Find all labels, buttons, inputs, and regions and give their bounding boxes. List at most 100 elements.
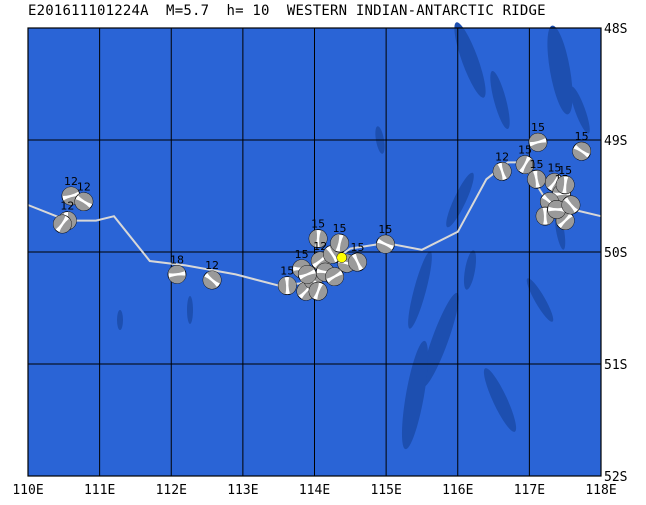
beachball-quadrant — [575, 142, 591, 154]
beachball-quadrant — [309, 229, 318, 248]
lon-tick-label: 115E — [370, 483, 401, 498]
focal-mechanism[interactable]: 15 — [555, 164, 575, 195]
lon-tick-label: 114E — [299, 483, 330, 498]
focal-mechanism[interactable] — [325, 267, 344, 287]
focal-mechanism[interactable]: 15 — [572, 130, 592, 161]
bathymetry-deep-0 — [454, 22, 486, 98]
focal-mechanism[interactable]: 15 — [528, 121, 548, 152]
bathymetry-deep-4 — [408, 251, 432, 329]
focal-mechanism[interactable]: 15 — [308, 218, 328, 248]
beachball-quadrant — [376, 242, 393, 254]
bathymetry-deep-6 — [401, 340, 429, 450]
focal-mechanism[interactable] — [297, 264, 317, 284]
map-frame — [27, 27, 602, 477]
beachball-quadrant — [537, 170, 546, 188]
lon-tick-label: 118E — [585, 483, 616, 498]
beachball-quadrant — [556, 175, 565, 194]
bathymetry-deep-3 — [570, 86, 590, 134]
mechanism-depth-label: 12 — [77, 181, 91, 194]
focal-mechanism[interactable]: 15 — [277, 265, 297, 296]
focal-mechanism[interactable] — [52, 214, 72, 234]
beachball-quadrant — [560, 216, 575, 230]
mechanism-depth-label: 15 — [350, 241, 364, 254]
beachball-quadrant — [561, 199, 575, 214]
focal-mechanism[interactable]: 12 — [202, 259, 222, 290]
mechanism-depth-label: 15 — [575, 130, 589, 143]
beachball-quadrant — [566, 195, 580, 210]
beachball-quadrant — [168, 275, 186, 284]
beachball-quadrant — [355, 253, 367, 269]
beachball-quadrant — [77, 192, 93, 205]
bathymetry-deep-9 — [463, 250, 477, 290]
focal-mechanism[interactable] — [547, 200, 566, 219]
focal-mechanism[interactable]: 15 — [515, 144, 535, 175]
focal-mechanism[interactable] — [561, 195, 581, 215]
beachball-quadrant — [378, 235, 395, 246]
bathymetry-deeps — [117, 22, 590, 450]
mechanism-depth-label: 15 — [531, 121, 545, 134]
mechanism-depth-label: 12 — [60, 200, 74, 213]
lon-tick-label: 110E — [12, 483, 43, 498]
beachball-quadrant — [298, 265, 315, 276]
beachball-quadrant — [522, 158, 535, 174]
mechanism-depth-label: 15 — [311, 218, 325, 231]
beachball-quadrant — [288, 276, 297, 295]
focal-mechanism[interactable]: 15 — [527, 158, 546, 189]
beachball-quadrant — [309, 282, 320, 299]
mechanism-depth-label: 15 — [558, 164, 572, 177]
beachball-quadrant — [74, 198, 91, 211]
lon-tick-label: 112E — [156, 483, 187, 498]
beachball-quadrant — [501, 162, 512, 179]
beachball-quadrant — [61, 187, 79, 196]
beachball-quadrant — [168, 265, 186, 274]
beachball-quadrant — [317, 283, 328, 301]
focal-mechanism[interactable]: 12 — [74, 181, 94, 212]
bathymetry-deep-8 — [526, 278, 554, 322]
bathymetry-deep-2 — [547, 25, 573, 115]
focal-mechanism[interactable] — [308, 281, 328, 301]
mechanism-depth-label: 12 — [313, 240, 327, 253]
mechanism-depth-label: 15 — [547, 162, 561, 175]
main-event-marker[interactable] — [336, 252, 347, 263]
focal-mechanism[interactable]: 15 — [348, 241, 367, 272]
beachball-quadrant — [53, 215, 66, 230]
beachball-quadrant — [330, 234, 340, 251]
mechanism-depth-label: 12 — [495, 150, 509, 163]
mechanism-depth-label: 12 — [205, 259, 219, 272]
lon-tick-label: 116E — [442, 483, 473, 498]
lat-tick-label: 51S — [604, 358, 627, 373]
beachball-quadrant — [493, 163, 503, 181]
focal-mechanism[interactable]: 15 — [376, 223, 395, 254]
beachball-quadrant — [516, 155, 528, 172]
beachball-quadrant — [339, 235, 349, 253]
focal-mechanism[interactable]: 12 — [492, 150, 512, 181]
lon-tick-label: 111E — [84, 483, 115, 498]
beachball-quadrant — [528, 133, 546, 143]
mechanism-depth-label: 15 — [333, 222, 347, 235]
bathymetry-deep-1 — [490, 70, 510, 130]
beachball-quadrant — [527, 171, 536, 189]
beachball-quadrant — [348, 255, 360, 272]
beachball-quadrant — [325, 267, 341, 279]
beachball-quadrant — [59, 218, 72, 233]
focal-mechanisms: 1212121812151515121515151215151515151515 — [52, 121, 592, 301]
mechanism-depth-label: 15 — [295, 248, 309, 261]
beachball-quadrant — [206, 270, 222, 284]
mechanism-depth-label: 15 — [530, 158, 544, 171]
bathymetry-deep-14 — [446, 172, 474, 228]
mechanism-depth-label: 18 — [170, 253, 184, 266]
beachball-quadrant — [300, 273, 317, 284]
beachball-quadrant — [547, 210, 566, 219]
beachball-quadrant — [311, 251, 326, 265]
beachball-quadrant — [572, 148, 588, 161]
axis-ticks: 110E 111E 112E 113E 114E 115E 116E 117E 118E 48S 4… — [12, 22, 627, 498]
lon-tick-label: 113E — [227, 483, 258, 498]
beachball-quadrant — [323, 248, 336, 264]
mechanism-depth-label: 12 — [64, 175, 78, 188]
focal-mechanism[interactable]: 18 — [167, 253, 187, 284]
focal-mechanism[interactable]: 15 — [330, 222, 349, 253]
beachball-quadrant — [203, 276, 218, 289]
beachball-quadrant — [547, 200, 566, 209]
mechanism-depth-label: 15 — [518, 144, 532, 157]
